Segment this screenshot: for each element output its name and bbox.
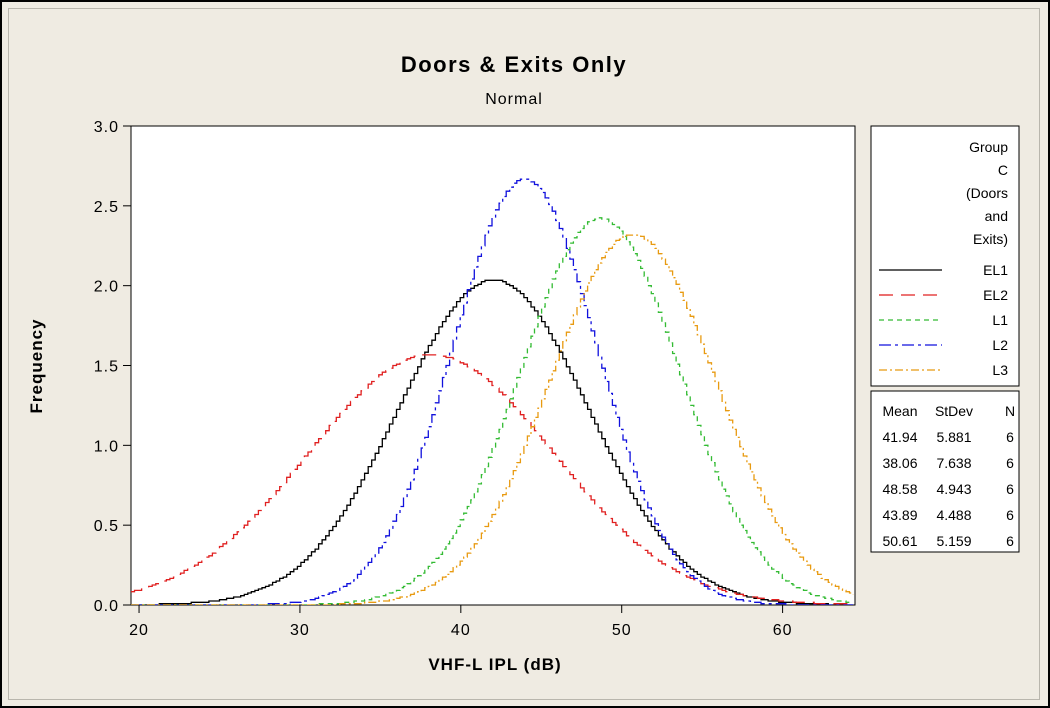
stats-header: StDev (935, 403, 973, 419)
stats-cell: 41.94 (882, 429, 917, 445)
legend-title-line: C (998, 162, 1008, 178)
legend-label-el1: EL1 (983, 262, 1008, 278)
legend: Group C (Doors and Exits) EL1 EL2 L1 L2 L3 (879, 139, 1008, 378)
y-tick-label: 0.5 (94, 518, 119, 535)
chart-frame-inner (8, 8, 1040, 700)
y-tick-label: 2.5 (94, 199, 119, 216)
plot-area (130, 125, 856, 606)
series-line-l3 (131, 234, 854, 605)
stats-cell: 43.89 (882, 507, 917, 523)
chart-title: Doors & Exits Only (401, 52, 627, 77)
series-curves (131, 178, 854, 605)
stats-cell: 5.159 (936, 533, 971, 549)
chart-subtitle: Normal (485, 91, 543, 108)
x-tick-label: 30 (290, 622, 310, 639)
legend-label-l3: L3 (992, 362, 1008, 378)
y-tick-label: 0.0 (94, 598, 119, 615)
x-tick-label: 60 (773, 622, 793, 639)
stats-cell: 48.58 (882, 481, 917, 497)
x-tick-label: 40 (451, 622, 471, 639)
x-tick-label: 50 (612, 622, 632, 639)
stats-table-box (870, 390, 1020, 553)
x-tick-label: 20 (129, 622, 149, 639)
y-tick-label: 2.0 (94, 279, 119, 296)
legend-title-line: Group (969, 139, 1008, 155)
stats-table: Mean StDev N 41.94 5.881 6 38.06 7.638 6 48.58 4.9… (882, 403, 1015, 549)
y-axis-label: Frequency (27, 319, 46, 414)
stats-cell: 5.881 (936, 429, 971, 445)
y-tick-label: 1.0 (94, 438, 119, 455)
stats-cell: 4.943 (936, 481, 971, 497)
legend-label-l2: L2 (992, 337, 1008, 353)
stats-cell: 38.06 (882, 455, 917, 471)
stats-header: N (1005, 403, 1015, 419)
legend-title-line: (Doors (966, 185, 1008, 201)
stats-cell: 6 (1006, 481, 1014, 497)
x-axis: 20 30 40 50 60 (129, 605, 793, 639)
stats-cell: 7.638 (936, 455, 971, 471)
stats-cell: 6 (1006, 533, 1014, 549)
legend-title-line: and (985, 208, 1008, 224)
y-axis: 0.0 0.5 1.0 1.5 2.0 2.5 3.0 (94, 119, 131, 615)
stats-header: Mean (882, 403, 917, 419)
stats-cell: 50.61 (882, 533, 917, 549)
legend-label-l1: L1 (992, 312, 1008, 328)
legend-label-el2: EL2 (983, 287, 1008, 303)
stats-cell: 4.488 (936, 507, 971, 523)
stats-cell: 6 (1006, 455, 1014, 471)
x-axis-label: VHF-L IPL (dB) (428, 655, 561, 674)
legend-box (870, 125, 1020, 387)
y-tick-label: 1.5 (94, 359, 119, 376)
stats-cell: 6 (1006, 429, 1014, 445)
y-tick-label: 3.0 (94, 119, 119, 136)
series-line-el2 (131, 354, 854, 605)
series-line-el1 (131, 279, 854, 605)
legend-title-line: Exits) (973, 231, 1008, 247)
stats-cell: 6 (1006, 507, 1014, 523)
series-line-l2 (131, 178, 854, 605)
